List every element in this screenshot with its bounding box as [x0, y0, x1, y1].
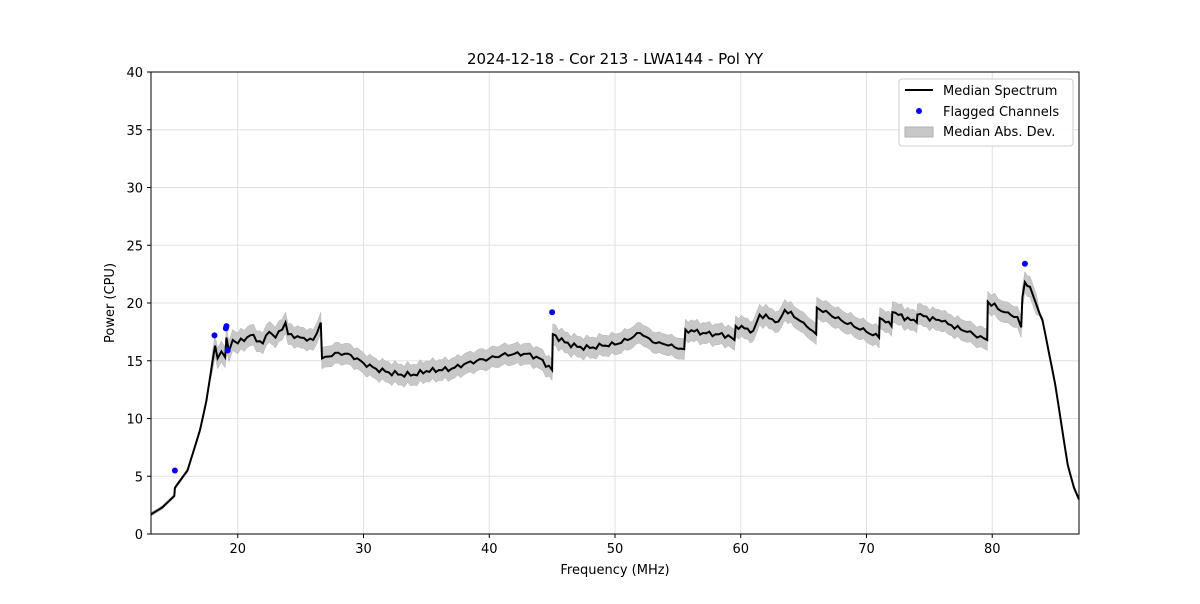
y-tick-label: 20	[126, 297, 143, 312]
y-tick-label: 5	[135, 470, 143, 485]
legend-flagged-label: Flagged Channels	[943, 105, 1059, 120]
y-tick-label: 10	[126, 413, 143, 428]
flagged-channel-point	[549, 309, 556, 316]
x-tick-label: 50	[607, 542, 624, 557]
flagged-channels	[171, 260, 1028, 474]
legend: Median Spectrum Flagged Channels Median …	[898, 78, 1074, 147]
x-tick-label: 60	[732, 542, 749, 557]
legend-mad-swatch	[904, 126, 934, 138]
grid	[151, 71, 1079, 535]
y-tick-label: 30	[126, 182, 143, 197]
axis-ticks: 20 30 40 50 60 70 80 0 5 10 15 20 25 30 35 40	[126, 66, 1000, 557]
x-tick-label: 30	[355, 542, 372, 557]
y-tick-label: 25	[126, 239, 143, 254]
flagged-channel-point	[1021, 260, 1028, 267]
chart-title: 2024-12-18 - Cor 213 - LWA144 - Pol YY	[467, 50, 764, 68]
y-tick-label: 40	[126, 66, 143, 81]
legend-median-label: Median Spectrum	[943, 84, 1057, 99]
legend-box	[898, 78, 1074, 147]
flagged-channel-point	[224, 347, 231, 354]
x-tick-label: 20	[229, 542, 246, 557]
y-tick-label: 0	[135, 528, 143, 543]
median-spectrum-line	[150, 279, 1080, 516]
x-tick-label: 70	[858, 542, 875, 557]
legend-mad-label: Median Abs. Dev.	[943, 125, 1055, 140]
y-axis-label: Power (CPU)	[103, 263, 118, 343]
flagged-channel-point	[223, 323, 230, 330]
legend-flagged-swatch	[916, 108, 922, 114]
x-tick-label: 40	[481, 542, 498, 557]
x-axis-label: Frequency (MHz)	[560, 563, 669, 578]
y-tick-label: 35	[126, 124, 143, 139]
x-tick-label: 80	[984, 542, 1001, 557]
flagged-channel-point	[171, 467, 178, 474]
y-tick-label: 15	[126, 355, 143, 370]
flagged-channel-point	[211, 332, 218, 339]
